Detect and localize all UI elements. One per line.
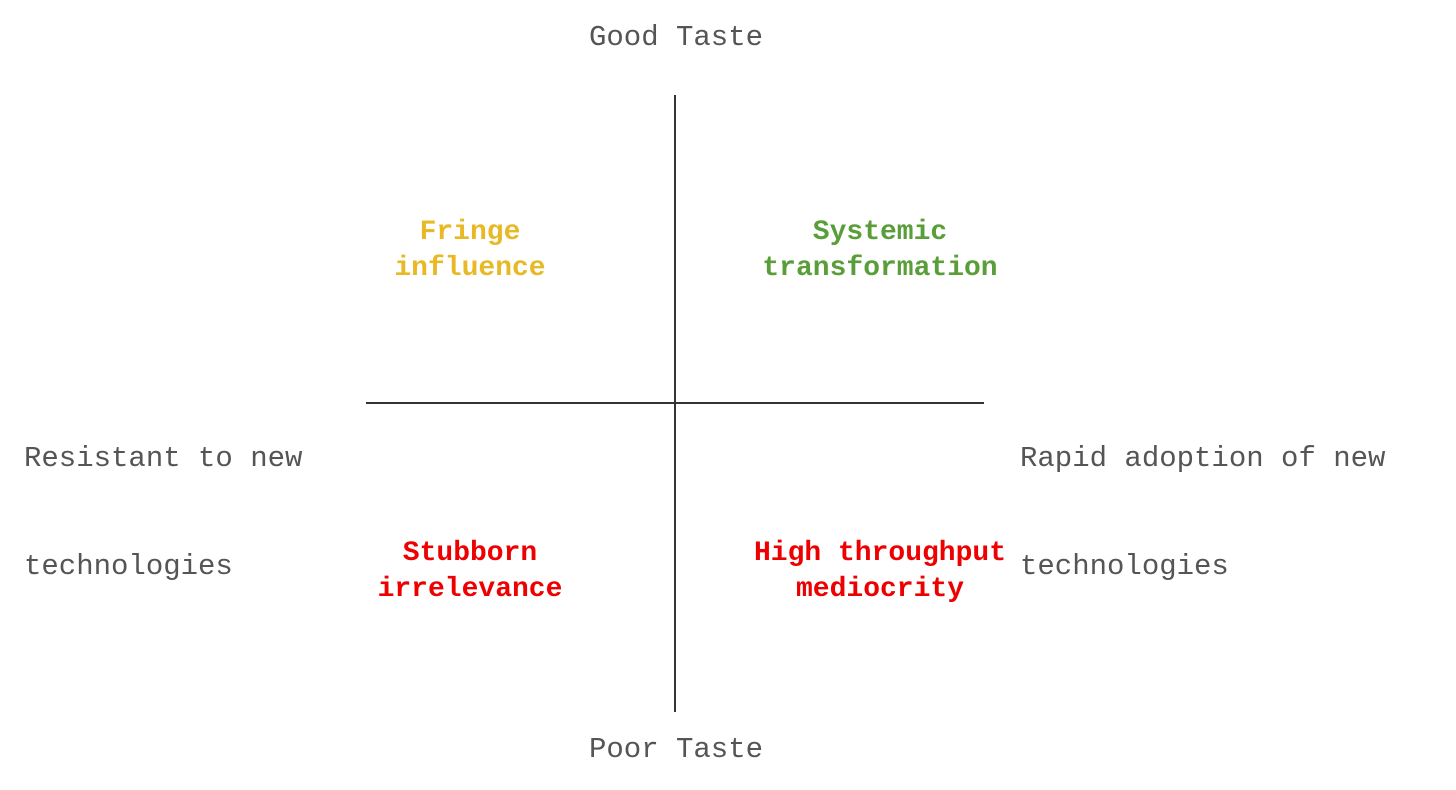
- quadrant-bottom-right-line-1: High throughput: [753, 538, 1007, 569]
- horizontal-axis-line: [366, 402, 984, 404]
- quadrant-bottom-right: High throughput mediocrity: [700, 536, 1060, 608]
- axis-label-left: Resistant to new technologies: [24, 369, 364, 657]
- axis-label-right-line-1: Rapid adoption of new: [1020, 442, 1386, 475]
- axis-label-bottom: Poor Taste: [588, 733, 764, 766]
- quadrant-bottom-right-line-2: mediocrity: [795, 574, 965, 605]
- quadrant-bottom-left: Stubborn irrelevance: [320, 536, 620, 608]
- quadrant-bottom-left-line-2: irrelevance: [377, 574, 563, 605]
- quadrant-top-left-line-1: Fringe: [419, 217, 521, 248]
- axis-label-right: Rapid adoption of new technologies: [1020, 369, 1440, 657]
- quadrant-top-left: Fringe influence: [320, 215, 620, 287]
- quadrant-top-right-line-2: transformation: [762, 253, 998, 284]
- quadrant-bottom-left-line-1: Stubborn: [402, 538, 538, 569]
- axis-label-left-line-2: technologies: [24, 550, 233, 583]
- axis-label-left-line-1: Resistant to new: [24, 442, 303, 475]
- vertical-axis-line: [674, 95, 676, 712]
- axis-label-right-line-2: technologies: [1020, 550, 1229, 583]
- axis-label-top: Good Taste: [588, 21, 764, 54]
- quadrant-top-right-line-1: Systemic: [812, 217, 948, 248]
- quadrant-top-left-line-2: influence: [394, 253, 546, 284]
- quadrant-top-right: Systemic transformation: [730, 215, 1030, 287]
